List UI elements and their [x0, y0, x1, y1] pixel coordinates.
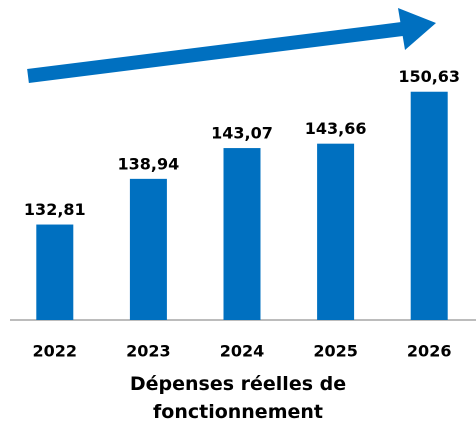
bar [129, 178, 167, 320]
bar [410, 91, 448, 320]
x-tick-label: 2024 [220, 342, 265, 361]
x-tick-label: 2025 [313, 342, 358, 361]
value-label: 143,07 [211, 124, 273, 143]
chart-title: Dépenses réelles de fonctionnement [129, 373, 347, 423]
trend-arrow [27, 8, 436, 83]
value-label: 132,81 [24, 200, 86, 219]
bar [36, 224, 74, 320]
x-tick-label: 2022 [33, 342, 78, 361]
bar [317, 143, 355, 320]
value-label: 143,66 [305, 119, 367, 138]
value-label: 138,94 [118, 154, 180, 173]
arrow-shaft [27, 21, 411, 83]
x-tick-label: 2026 [407, 342, 452, 361]
arrow-head [398, 8, 436, 50]
x-tick-label: 2023 [126, 342, 171, 361]
value-label: 150,63 [398, 67, 460, 86]
bar [223, 148, 261, 320]
